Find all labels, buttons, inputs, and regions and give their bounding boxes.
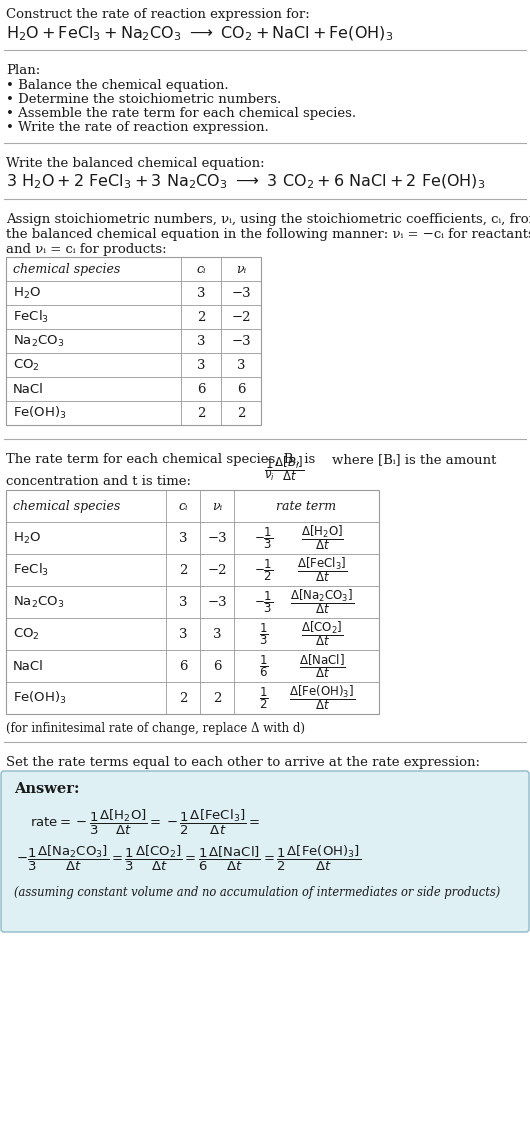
Text: $\mathregular{H_2O + FeCl_3 + Na_2CO_3 \ \longrightarrow \ CO_2 + NaCl + Fe(OH)_: $\mathregular{H_2O + FeCl_3 + Na_2CO_3 \…: [6, 25, 393, 43]
Text: −3: −3: [231, 287, 251, 299]
Text: 6: 6: [197, 382, 205, 396]
Text: 2: 2: [213, 692, 221, 704]
Text: • Write the rate of reaction expression.: • Write the rate of reaction expression.: [6, 121, 269, 134]
Text: 2: 2: [179, 692, 187, 704]
Text: 3: 3: [179, 595, 187, 609]
Text: $\dfrac{1}{2}$: $\dfrac{1}{2}$: [259, 685, 269, 711]
Text: $\dfrac{\Delta[\mathregular{Na_2CO_3}]}{\Delta t}$: $\dfrac{\Delta[\mathregular{Na_2CO_3}]}{…: [290, 587, 354, 617]
Text: $\dfrac{\Delta[\mathregular{CO_2}]}{\Delta t}$: $\dfrac{\Delta[\mathregular{CO_2}]}{\Del…: [301, 619, 343, 649]
Text: • Balance the chemical equation.: • Balance the chemical equation.: [6, 79, 228, 92]
Text: Assign stoichiometric numbers, νᵢ, using the stoichiometric coefficients, cᵢ, fr: Assign stoichiometric numbers, νᵢ, using…: [6, 213, 530, 226]
Text: $\dfrac{\Delta[\mathregular{H_2O}]}{\Delta t}$: $\dfrac{\Delta[\mathregular{H_2O}]}{\Del…: [301, 523, 343, 552]
Text: $-\dfrac{1}{3}$: $-\dfrac{1}{3}$: [254, 589, 273, 615]
Text: $\dfrac{\Delta[\mathregular{FeCl_3}]}{\Delta t}$: $\dfrac{\Delta[\mathregular{FeCl_3}]}{\D…: [297, 555, 347, 585]
Text: (for infinitesimal rate of change, replace Δ with d): (for infinitesimal rate of change, repla…: [6, 721, 305, 735]
Text: chemical species: chemical species: [13, 263, 120, 275]
Text: Answer:: Answer:: [14, 782, 80, 795]
Text: −3: −3: [207, 531, 227, 544]
Text: concentration and t is time:: concentration and t is time:: [6, 475, 191, 488]
Text: 3: 3: [179, 627, 187, 641]
Text: $\mathregular{H_2O}$: $\mathregular{H_2O}$: [13, 286, 41, 300]
Bar: [6, 257, 261, 424]
Text: 3: 3: [197, 335, 205, 347]
Text: chemical species: chemical species: [13, 500, 120, 512]
Text: 2: 2: [197, 311, 205, 323]
Text: $\mathregular{Na_2CO_3}$: $\mathregular{Na_2CO_3}$: [13, 333, 64, 348]
Text: $\mathregular{FeCl_3}$: $\mathregular{FeCl_3}$: [13, 308, 49, 325]
Text: $\mathrm{rate} = -\dfrac{1}{3}\dfrac{\Delta[\mathrm{H_2O}]}{\Delta t} = -\dfrac{: $\mathrm{rate} = -\dfrac{1}{3}\dfrac{\De…: [30, 808, 260, 838]
Text: $\dfrac{1}{\nu_i}\dfrac{\Delta[B_i]}{\Delta t}$: $\dfrac{1}{\nu_i}\dfrac{\Delta[B_i]}{\De…: [264, 454, 305, 483]
Text: cᵢ: cᵢ: [178, 500, 188, 512]
FancyBboxPatch shape: [1, 772, 529, 932]
Bar: [6, 490, 379, 714]
Text: $\mathregular{FeCl_3}$: $\mathregular{FeCl_3}$: [13, 562, 49, 578]
Text: and νᵢ = cᵢ for products:: and νᵢ = cᵢ for products:: [6, 244, 166, 256]
Text: 2: 2: [237, 406, 245, 420]
Text: 2: 2: [197, 406, 205, 420]
Text: • Determine the stoichiometric numbers.: • Determine the stoichiometric numbers.: [6, 93, 281, 106]
Text: $-\dfrac{1}{3}$: $-\dfrac{1}{3}$: [254, 525, 273, 551]
Text: νᵢ: νᵢ: [212, 500, 222, 512]
Text: 6: 6: [237, 382, 245, 396]
Text: $\mathregular{3\ H_2O + 2\ FeCl_3 + 3\ Na_2CO_3 \ \longrightarrow \ 3\ CO_2 + 6\: $\mathregular{3\ H_2O + 2\ FeCl_3 + 3\ N…: [6, 173, 485, 191]
Text: 3: 3: [197, 287, 205, 299]
Text: −2: −2: [231, 311, 251, 323]
Text: rate term: rate term: [277, 500, 337, 512]
Text: −2: −2: [207, 563, 227, 577]
Text: the balanced chemical equation in the following manner: νᵢ = −cᵢ for reactants: the balanced chemical equation in the fo…: [6, 228, 530, 241]
Text: −3: −3: [207, 595, 227, 609]
Text: $\dfrac{\Delta[\mathregular{NaCl}]}{\Delta t}$: $\dfrac{\Delta[\mathregular{NaCl}]}{\Del…: [299, 652, 346, 679]
Text: 3: 3: [237, 358, 245, 371]
Text: cᵢ: cᵢ: [196, 263, 206, 275]
Text: Set the rate terms equal to each other to arrive at the rate expression:: Set the rate terms equal to each other t…: [6, 756, 480, 769]
Text: $\mathregular{Fe(OH)_3}$: $\mathregular{Fe(OH)_3}$: [13, 690, 67, 706]
Text: $\dfrac{1}{3}$: $\dfrac{1}{3}$: [259, 621, 269, 646]
Text: $\mathregular{Fe(OH)_3}$: $\mathregular{Fe(OH)_3}$: [13, 405, 67, 421]
Text: $\mathregular{CO_2}$: $\mathregular{CO_2}$: [13, 357, 40, 372]
Text: $-\dfrac{1}{2}$: $-\dfrac{1}{2}$: [254, 558, 273, 583]
Text: • Assemble the rate term for each chemical species.: • Assemble the rate term for each chemic…: [6, 107, 356, 119]
Text: $\mathregular{H_2O}$: $\mathregular{H_2O}$: [13, 530, 41, 545]
Text: $-\dfrac{1}{3}\dfrac{\Delta[\mathrm{Na_2CO_3}]}{\Delta t} = \dfrac{1}{3}\dfrac{\: $-\dfrac{1}{3}\dfrac{\Delta[\mathrm{Na_2…: [16, 844, 361, 873]
Text: νᵢ: νᵢ: [236, 263, 246, 275]
Text: $\dfrac{\Delta[\mathregular{Fe(OH)_3}]}{\Delta t}$: $\dfrac{\Delta[\mathregular{Fe(OH)_3}]}{…: [289, 684, 355, 712]
Text: 3: 3: [213, 627, 221, 641]
Text: NaCl: NaCl: [13, 382, 44, 396]
Text: $\mathregular{CO_2}$: $\mathregular{CO_2}$: [13, 626, 40, 642]
Text: 6: 6: [179, 660, 187, 673]
Text: Write the balanced chemical equation:: Write the balanced chemical equation:: [6, 157, 264, 170]
Text: $\dfrac{1}{6}$: $\dfrac{1}{6}$: [259, 653, 269, 679]
Text: −3: −3: [231, 335, 251, 347]
Text: The rate term for each chemical species, Bᵢ, is: The rate term for each chemical species,…: [6, 453, 320, 465]
Text: 6: 6: [213, 660, 221, 673]
Text: where [Bᵢ] is the amount: where [Bᵢ] is the amount: [332, 453, 497, 465]
Text: 2: 2: [179, 563, 187, 577]
Text: 3: 3: [179, 531, 187, 544]
Text: Construct the rate of reaction expression for:: Construct the rate of reaction expressio…: [6, 8, 310, 20]
Text: (assuming constant volume and no accumulation of intermediates or side products): (assuming constant volume and no accumul…: [14, 887, 500, 899]
Text: NaCl: NaCl: [13, 660, 44, 673]
Text: Plan:: Plan:: [6, 64, 40, 77]
Text: 3: 3: [197, 358, 205, 371]
Text: $\mathregular{Na_2CO_3}$: $\mathregular{Na_2CO_3}$: [13, 594, 64, 610]
